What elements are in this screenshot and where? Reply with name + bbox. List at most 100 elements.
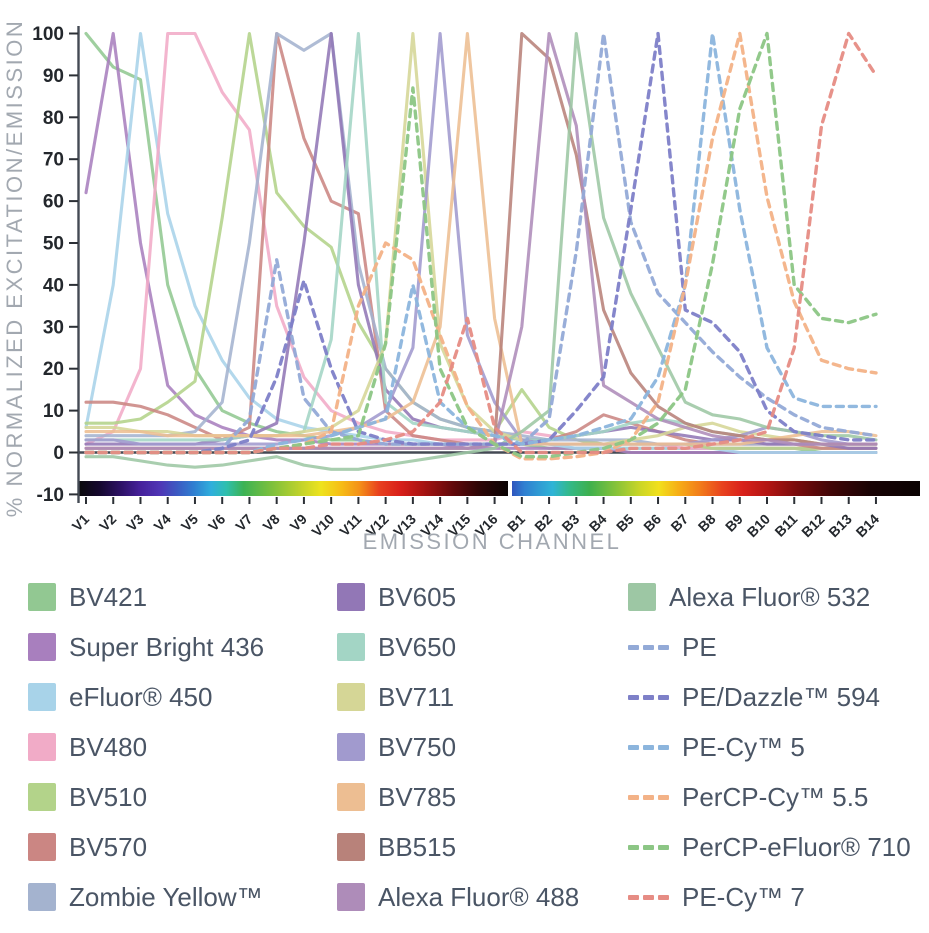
legend-item-bv480[interactable]: BV480 — [28, 722, 328, 772]
legend-column-2: BV605 BV650 BV711 BV750 BV785 BB515 Alexa Fluo… — [337, 572, 637, 922]
x-tick-label: V10 — [308, 511, 337, 540]
legend-item-bv785[interactable]: BV785 — [337, 772, 637, 822]
legend-square-swatch — [337, 883, 365, 911]
legend-square-swatch — [28, 583, 56, 611]
x-tick-label: V5 — [178, 511, 202, 535]
legend-item-bb515[interactable]: BB515 — [337, 822, 637, 872]
x-tick-label: B9 — [722, 511, 746, 535]
legend-square-swatch — [28, 833, 56, 861]
legend-label: PE-Cy™ 7 — [682, 881, 805, 912]
legend-label: BV570 — [69, 831, 148, 862]
y-axis-title: % NORMALIZED EXCITATION/EMISSION — [2, 19, 27, 517]
legend-item-bv750[interactable]: BV750 — [337, 722, 637, 772]
legend-item-percp-cy5-5[interactable]: PerCP-Cy™ 5.5 — [628, 772, 928, 822]
legend-square-swatch — [337, 833, 365, 861]
legend-label: PE — [682, 631, 717, 662]
y-tick-label: 0 — [53, 443, 64, 464]
legend-dash-swatch — [628, 794, 669, 800]
legend-item-bv711[interactable]: BV711 — [337, 672, 637, 722]
x-tick-label: V7 — [232, 511, 256, 535]
legend-item-super-bright-436[interactable]: Super Bright 436 — [28, 622, 328, 672]
legend-dash-swatch — [628, 744, 669, 750]
legend-item-pe-cy5[interactable]: PE-Cy™ 5 — [628, 722, 928, 772]
legend: BV421 Super Bright 436 eFluor® 450 BV480 BV5… — [0, 572, 929, 933]
legend-square-swatch — [337, 733, 365, 761]
laser-colorbars — [78, 481, 920, 496]
legend-square-swatch — [337, 683, 365, 711]
legend-column-1: BV421 Super Bright 436 eFluor® 450 BV480 BV5… — [28, 572, 328, 922]
legend-item-alexa-fluor-488[interactable]: Alexa Fluor® 488 — [337, 872, 637, 922]
legend-dash-swatch — [628, 844, 669, 850]
series-line-alexa-fluor-532 — [84, 31, 878, 471]
blue-laser-bar — [512, 481, 920, 496]
legend-label: BV605 — [378, 581, 457, 612]
legend-item-percp-efluor-710[interactable]: PerCP-eFluor® 710 — [628, 822, 928, 872]
series-line-pe-cy7 — [84, 31, 878, 455]
violet-laser-bar — [78, 481, 508, 496]
y-tick-label: 50 — [43, 234, 64, 255]
y-tick-label: 40 — [43, 275, 64, 296]
legend-item-zombie-yellow[interactable]: Zombie Yellow™ — [28, 872, 328, 922]
legend-label: Alexa Fluor® 532 — [669, 581, 871, 612]
series-line-bv785 — [84, 31, 878, 446]
spectra-lines — [84, 31, 878, 471]
legend-square-swatch — [28, 783, 56, 811]
y-tick-label: 100 — [32, 24, 64, 45]
x-axis-title: EMISSION CHANNEL — [363, 529, 622, 554]
legend-column-3: Alexa Fluor® 532 PE PE/Dazzle™ 594 PE-Cy™ 5… — [628, 572, 928, 922]
legend-label: BB515 — [378, 831, 457, 862]
legend-item-bv570[interactable]: BV570 — [28, 822, 328, 872]
y-tick-label: 10 — [43, 401, 64, 422]
legend-item-bv510[interactable]: BV510 — [28, 772, 328, 822]
y-tick-label: 80 — [43, 108, 64, 129]
legend-label: BV785 — [378, 781, 457, 812]
legend-label: Zombie Yellow™ — [69, 881, 263, 912]
legend-square-swatch — [28, 733, 56, 761]
legend-label: eFluor® 450 — [69, 681, 213, 712]
x-tick-label: V9 — [287, 511, 311, 535]
x-tick-label: B11 — [771, 511, 800, 540]
series-line-pe-dazzle-594 — [84, 31, 878, 455]
legend-item-alexa-fluor-532[interactable]: Alexa Fluor® 532 — [628, 572, 928, 622]
x-tick-label: B6 — [640, 511, 664, 535]
legend-label: BV750 — [378, 731, 457, 762]
legend-square-swatch — [337, 583, 365, 611]
y-tick-label: -10 — [37, 485, 64, 506]
y-tick-label: 70 — [43, 150, 64, 171]
x-tick-label: V3 — [123, 511, 147, 535]
legend-label: PerCP-Cy™ 5.5 — [682, 781, 869, 812]
legend-item-bv650[interactable]: BV650 — [337, 622, 637, 672]
legend-label: PerCP-eFluor® 710 — [682, 831, 911, 862]
legend-label: PE/Dazzle™ 594 — [682, 681, 880, 712]
legend-square-swatch — [28, 883, 56, 911]
series-line-percp-cy5-5 — [84, 31, 878, 461]
x-tick-label: B8 — [695, 511, 719, 535]
x-tick-label: V1 — [69, 511, 93, 535]
legend-label: Alexa Fluor® 488 — [378, 881, 580, 912]
legend-dash-swatch — [628, 694, 669, 700]
y-tick-label: 20 — [43, 359, 64, 380]
legend-square-swatch — [628, 583, 656, 611]
legend-item-pe[interactable]: PE — [628, 622, 928, 672]
x-tick-label: V2 — [96, 511, 120, 535]
legend-item-pe-cy7[interactable]: PE-Cy™ 7 — [628, 872, 928, 922]
x-tick-label: V11 — [336, 511, 365, 540]
legend-dash-swatch — [628, 894, 669, 900]
legend-label: BV650 — [378, 631, 457, 662]
legend-label: BV421 — [69, 581, 148, 612]
legend-label: Super Bright 436 — [69, 631, 265, 662]
y-tick-label: 60 — [43, 192, 64, 213]
legend-label: BV480 — [69, 731, 148, 762]
legend-item-pe-dazzle-594[interactable]: PE/Dazzle™ 594 — [628, 672, 928, 722]
legend-label: BV711 — [378, 681, 455, 712]
legend-square-swatch — [28, 683, 56, 711]
legend-item-bv421[interactable]: BV421 — [28, 572, 328, 622]
legend-square-swatch — [28, 633, 56, 661]
legend-item-bv605[interactable]: BV605 — [337, 572, 637, 622]
legend-item-efluor-450[interactable]: eFluor® 450 — [28, 672, 328, 722]
legend-square-swatch — [337, 633, 365, 661]
x-tick-label: V4 — [150, 511, 174, 535]
y-tick-label: 90 — [43, 66, 64, 87]
x-tick-label: B10 — [744, 511, 774, 541]
